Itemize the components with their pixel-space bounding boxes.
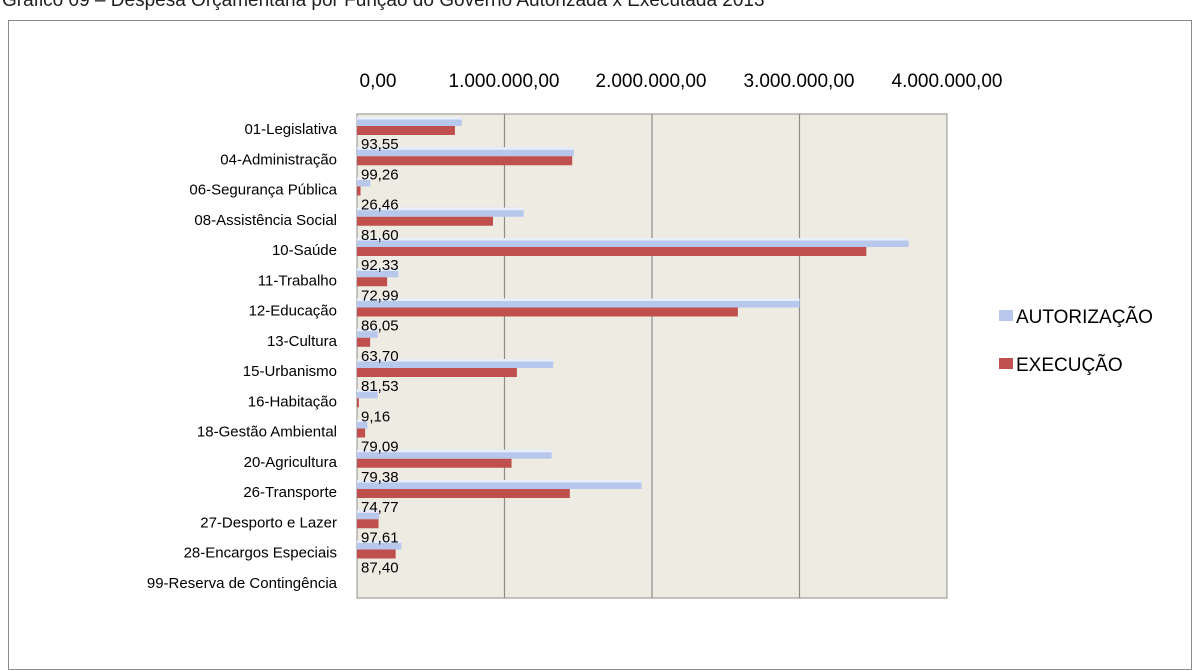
- bar-autorizacao-highlight: [357, 207, 524, 211]
- x-tick-label: 0,00: [360, 71, 397, 92]
- bar-autorizacao-highlight: [357, 328, 378, 332]
- category-label: 99-Reserva de Contingência: [147, 575, 338, 592]
- category-label: 12-Educação: [249, 303, 337, 320]
- bar-autorizacao-highlight: [357, 449, 552, 453]
- bar-autorizacao: [357, 298, 800, 308]
- bar-execucao: [357, 156, 573, 166]
- bar-execucao: [357, 216, 493, 226]
- data-label: 92,33: [361, 257, 399, 274]
- x-tick-label: 4.000.000,00: [892, 71, 1003, 92]
- bar-autorizacao: [357, 238, 909, 247]
- category-label: 04-Administração: [220, 151, 337, 168]
- legend-swatch: [999, 310, 1013, 321]
- bar-autorizacao-highlight: [357, 389, 378, 392]
- bar-autorizacao: [357, 328, 378, 338]
- data-label: 97,61: [361, 529, 399, 546]
- legend-label: EXECUÇÃO: [1016, 354, 1123, 376]
- bar-execucao: [357, 489, 570, 498]
- data-labels: 93,55 99,26 26,46 81,60 92,33 72,99 86,05 63,70…: [361, 136, 399, 577]
- bar-autorizacao-highlight: [357, 147, 574, 150]
- data-label: 81,53: [361, 378, 399, 395]
- category-label: 27-Desporto e Lazer: [200, 514, 337, 531]
- bar-autorizacao: [357, 207, 524, 217]
- bar-autorizacao: [357, 268, 399, 278]
- category-label: 01-Legislativa: [244, 121, 337, 138]
- data-label: 26,46: [361, 197, 399, 214]
- bar-autorizacao: [357, 480, 642, 489]
- category-label: 28-Encargos Especiais: [184, 545, 337, 562]
- category-label: 13-Cultura: [267, 333, 338, 350]
- data-label: 87,40: [361, 560, 399, 577]
- bar-autorizacao-highlight: [357, 419, 368, 422]
- bar-autorizacao-highlight: [357, 510, 380, 513]
- data-label: 86,05: [361, 318, 399, 335]
- bars: [357, 117, 909, 559]
- bar-autorizacao: [357, 449, 552, 459]
- legend-label: AUTORIZAÇÃO: [1016, 306, 1153, 328]
- category-label: 18-Gestão Ambiental: [197, 424, 337, 441]
- legend-swatch: [999, 358, 1013, 369]
- x-tick-label: 3.000.000,00: [744, 71, 855, 92]
- data-label: 79,09: [361, 439, 399, 456]
- data-label: 93,55: [361, 136, 399, 153]
- data-label: 74,77: [361, 499, 399, 516]
- bar-execucao: [357, 247, 867, 256]
- category-label: 08-Assistência Social: [194, 212, 337, 229]
- bar-autorizacao-highlight: [357, 238, 909, 241]
- bar-execucao: [357, 368, 517, 377]
- category-label: 15-Urbanismo: [243, 363, 337, 380]
- x-tick-labels: 0,00 1.000.000,00 2.000.000,00 3.000.000,00…: [360, 71, 1003, 92]
- x-tick-label: 2.000.000,00: [596, 71, 707, 92]
- bar-autorizacao: [357, 177, 371, 187]
- legend: AUTORIZAÇÃO EXECUÇÃO: [999, 306, 1153, 376]
- chart-title: Gráfico 09 – Despesa Orçamentária por Fu…: [2, 0, 765, 11]
- data-label: 9,16: [361, 408, 390, 425]
- bar-autorizacao: [357, 389, 378, 399]
- category-label: 26-Transporte: [243, 484, 337, 501]
- data-label: 72,99: [361, 287, 399, 304]
- bar-execucao: [357, 519, 379, 529]
- bar-autorizacao-highlight: [357, 117, 462, 120]
- bar-autorizacao: [357, 147, 574, 157]
- data-label: 63,70: [361, 348, 399, 365]
- category-labels: 01-Legislativa 04-Administração 06-Seguran…: [147, 121, 338, 592]
- bar-execucao: [357, 428, 366, 438]
- bar-autorizacao-highlight: [357, 359, 554, 362]
- bar-execucao: [357, 277, 388, 287]
- bar-autorizacao: [357, 510, 380, 520]
- category-label: 16-Habitação: [248, 393, 337, 410]
- bar-execucao: [357, 458, 512, 468]
- bar-autorizacao: [357, 540, 402, 550]
- bar-execucao: [357, 126, 455, 135]
- bar-autorizacao-highlight: [357, 480, 642, 483]
- bar-autorizacao-highlight: [357, 177, 371, 180]
- x-tick-label: 1.000.000,00: [449, 71, 560, 92]
- bar-execucao: [357, 398, 359, 408]
- category-label: 06-Segurança Pública: [189, 182, 337, 199]
- category-label: 11-Trabalho: [258, 272, 337, 289]
- bar-autorizacao: [357, 419, 368, 429]
- bar-autorizacao: [357, 359, 554, 368]
- bar-execucao: [357, 307, 738, 317]
- category-label: 20-Agricultura: [244, 454, 338, 471]
- bar-execucao: [357, 186, 361, 196]
- bar-execucao: [357, 337, 371, 347]
- category-label: 10-Saúde: [272, 242, 337, 259]
- bar-execucao: [357, 549, 396, 559]
- bar-autorizacao-highlight: [357, 268, 399, 271]
- data-label: 99,26: [361, 166, 399, 183]
- bar-autorizacao-highlight: [357, 298, 800, 301]
- bar-autorizacao: [357, 117, 462, 126]
- bar-autorizacao-highlight: [357, 540, 402, 543]
- data-label: 79,38: [361, 469, 399, 486]
- data-label: 81,60: [361, 227, 399, 244]
- gridlines: [503, 114, 801, 598]
